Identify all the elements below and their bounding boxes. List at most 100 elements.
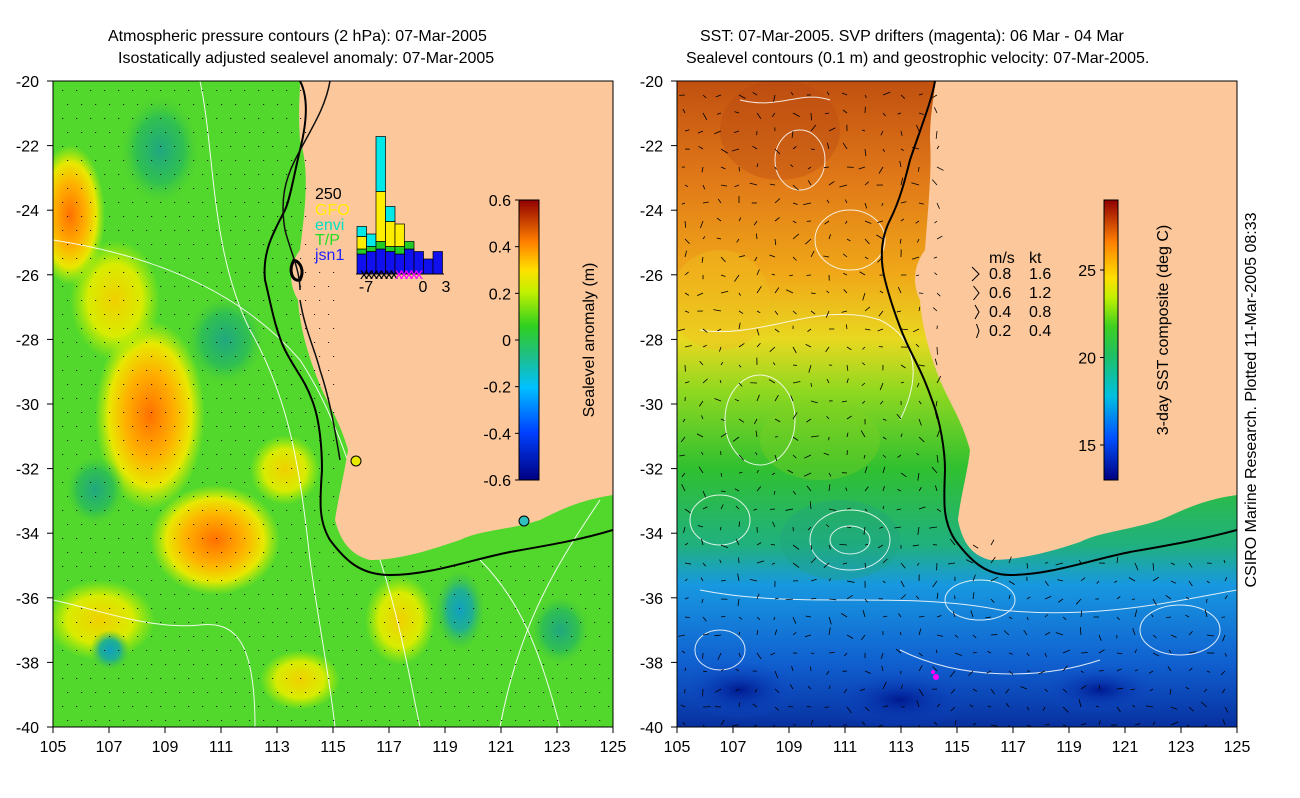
- grid-dot: [286, 706, 288, 707]
- grid-dot: [328, 538, 330, 539]
- grid-dot: [291, 580, 293, 581]
- grid-dot: [179, 496, 181, 497]
- grid-dot: [314, 454, 316, 455]
- grid-dot: [608, 678, 610, 679]
- velocity-arrow: [769, 183, 776, 186]
- velocity-arrow: [1062, 649, 1071, 654]
- grid-dot: [90, 482, 92, 483]
- grid-dot: [179, 468, 181, 469]
- grid-dot: [104, 90, 106, 91]
- velocity-arrow: [842, 253, 848, 258]
- grid-dot: [263, 244, 265, 245]
- velocity-arrow: [720, 669, 724, 672]
- velocity-arrow: [900, 580, 905, 588]
- velocity-arrow: [792, 202, 798, 205]
- grid-dot: [188, 90, 190, 91]
- grid-dot: [132, 566, 134, 567]
- grid-dot: [230, 482, 232, 483]
- tide-gauge-esperance: [518, 515, 530, 527]
- grid-dot: [580, 566, 582, 567]
- grid-dot: [277, 440, 279, 441]
- grid-dot: [95, 552, 97, 553]
- grid-dot: [333, 356, 335, 357]
- velocity-arrow: [932, 580, 938, 588]
- velocity-arrow: [1098, 634, 1102, 641]
- left-title-line1: Atmospheric pressure contours (2 hPa): 0…: [108, 28, 487, 45]
- grid-dot: [67, 216, 69, 217]
- grid-dot: [244, 454, 246, 455]
- grid-dot: [305, 132, 307, 133]
- velocity-arrow: [878, 310, 884, 317]
- grid-dot: [146, 622, 148, 623]
- grid-dot: [398, 678, 400, 679]
- grid-dot: [440, 566, 442, 567]
- velocity-arrow: [879, 290, 884, 294]
- velocity-key-ms-value: 0.8: [989, 266, 1011, 283]
- sla-colorbar-tick-label: 0.4: [489, 240, 511, 257]
- inset-bar-cyan: [356, 226, 367, 237]
- velocity-arrow: [720, 418, 725, 421]
- velocity-arrow: [1020, 686, 1028, 690]
- velocity-arrow: [803, 472, 812, 477]
- grid-dot: [95, 244, 97, 245]
- velocity-arrow: [684, 250, 688, 258]
- grid-dot: [328, 426, 330, 427]
- grid-dot: [160, 454, 162, 455]
- velocity-arrow: [860, 688, 866, 691]
- velocity-arrow: [897, 489, 902, 492]
- grid-dot: [230, 398, 232, 399]
- grid-dot: [76, 510, 78, 511]
- grid-dot: [356, 706, 358, 707]
- velocity-arrow: [935, 485, 938, 492]
- velocity-arrow: [916, 453, 920, 456]
- grid-dot: [403, 664, 405, 665]
- velocity-arrow: [716, 112, 722, 115]
- velocity-arrow: [1188, 580, 1193, 587]
- grid-dot: [90, 426, 92, 427]
- velocity-arrow: [881, 665, 884, 672]
- velocity-arrow: [808, 364, 812, 373]
- grid-dot: [95, 356, 97, 357]
- velocity-arrow: [791, 665, 794, 672]
- grid-dot: [235, 720, 237, 721]
- grid-dot: [538, 678, 540, 679]
- grid-dot: [230, 594, 232, 595]
- velocity-arrow: [1185, 596, 1190, 600]
- grid-dot: [67, 104, 69, 105]
- grid-dot: [230, 678, 232, 679]
- grid-dot: [193, 356, 195, 357]
- grid-dot: [230, 650, 232, 651]
- velocity-arrow: [738, 454, 745, 461]
- grid-dot: [151, 580, 153, 581]
- velocity-arrow: [841, 613, 848, 618]
- velocity-arrow: [684, 238, 690, 245]
- velocity-arrow: [1079, 627, 1082, 636]
- velocity-arrow: [825, 310, 830, 318]
- sla-anomaly-field: [53, 95, 590, 710]
- grid-dot: [62, 454, 64, 455]
- velocity-arrow: [684, 381, 690, 384]
- inset-legend-T/P: T/P: [315, 232, 340, 249]
- inset-x-tick-label: 3: [442, 279, 451, 296]
- velocity-arrow: [810, 124, 817, 132]
- velocity-arrow: [986, 670, 992, 674]
- grid-dot: [174, 286, 176, 287]
- grid-dot: [193, 580, 195, 581]
- velocity-arrow: [771, 273, 776, 276]
- grid-dot: [263, 132, 265, 133]
- velocity-arrow: [684, 542, 689, 546]
- velocity-arrow: [918, 616, 925, 618]
- grid-dot: [235, 188, 237, 189]
- grid-dot: [90, 650, 92, 651]
- grid-dot: [263, 468, 265, 469]
- grid-dot: [174, 146, 176, 147]
- grid-dot: [221, 216, 223, 217]
- grid-dot: [249, 524, 251, 525]
- velocity-arrow: [810, 597, 817, 600]
- grid-dot: [244, 286, 246, 287]
- velocity-arrow: [915, 274, 920, 277]
- velocity-arrow: [918, 202, 924, 205]
- velocity-arrow: [918, 364, 925, 367]
- velocity-arrow: [752, 145, 758, 150]
- grid-dot: [468, 678, 470, 679]
